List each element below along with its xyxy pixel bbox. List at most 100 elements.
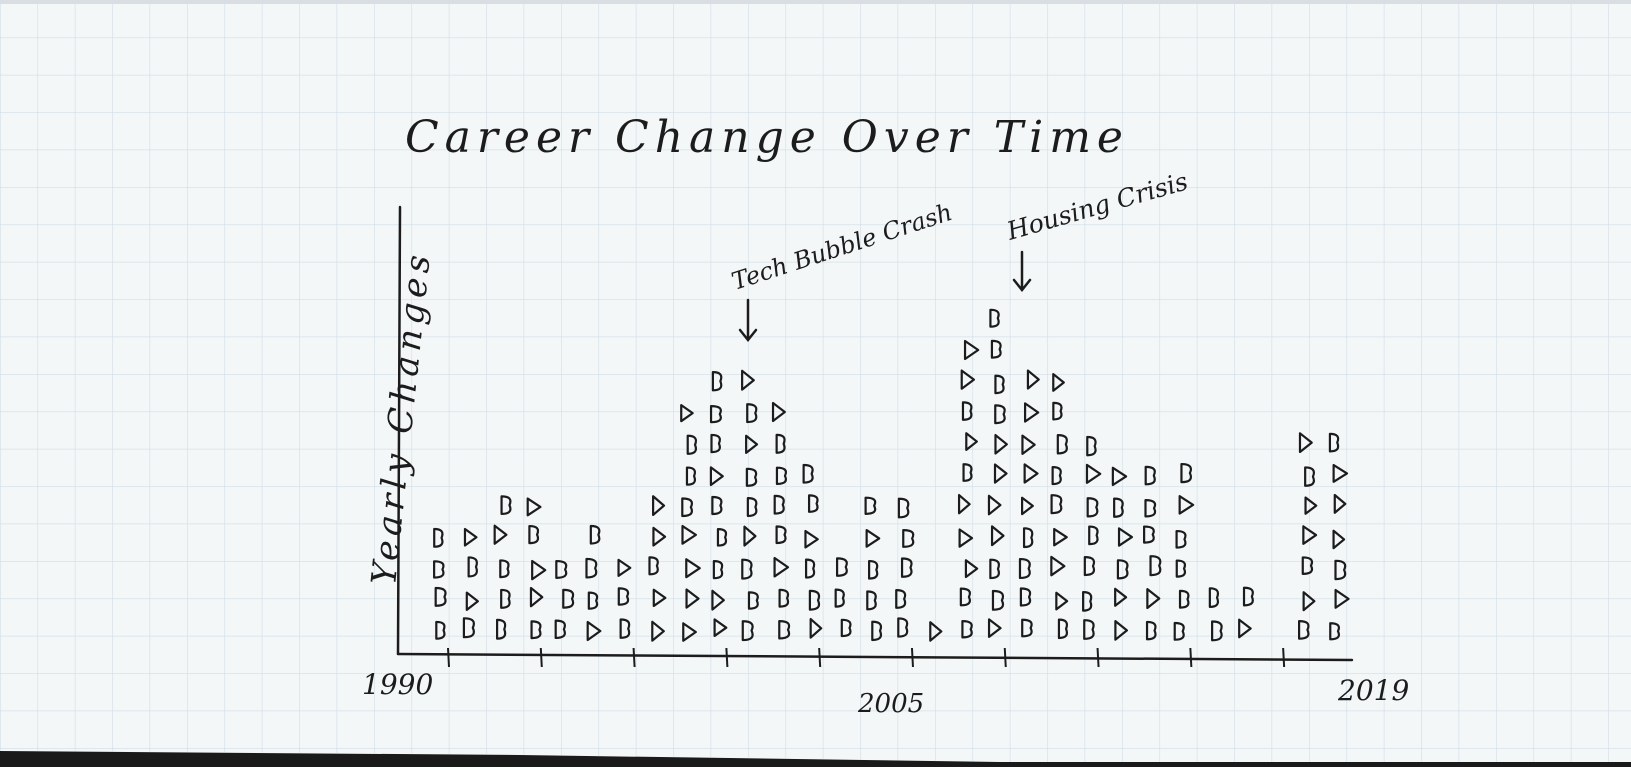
unit-mark-2001	[775, 466, 788, 486]
scanner-edge	[0, 0, 1631, 4]
annotation-arrow-icon	[1012, 250, 1032, 293]
unit-mark-2009	[1019, 587, 1032, 607]
unit-mark-1994	[555, 559, 568, 579]
unit-mark-2004	[865, 528, 881, 548]
unit-mark-2012	[1114, 587, 1128, 607]
unit-mark-2018	[1304, 496, 1318, 515]
unit-mark-1999	[709, 466, 724, 487]
unit-mark-2008	[991, 589, 1005, 611]
unit-mark-2010	[1057, 618, 1069, 640]
x-tick-2005	[910, 647, 914, 668]
unit-mark-2008	[987, 618, 1002, 639]
unit-mark-1990	[435, 620, 446, 640]
unit-mark-2008	[994, 433, 1008, 455]
unit-mark-2015	[1208, 587, 1220, 609]
unit-mark-1997	[652, 495, 666, 517]
unit-mark-2010	[1052, 401, 1063, 421]
unit-mark-2008	[993, 463, 1008, 484]
unit-mark-2011	[1086, 435, 1097, 457]
unit-mark-2005	[897, 617, 909, 638]
unit-mark-2019	[1334, 588, 1350, 609]
unit-mark-2006	[929, 621, 943, 642]
unit-mark-2010	[1050, 555, 1066, 577]
unit-mark-1990	[433, 560, 445, 579]
unit-mark-2007	[961, 619, 973, 639]
unit-mark-1998	[686, 434, 698, 455]
x-axis-ticks	[447, 647, 1286, 668]
unit-mark-1995	[587, 591, 599, 610]
unit-mark-1996	[617, 587, 630, 606]
unit-mark-2005	[900, 557, 913, 578]
unit-mark-2016	[1242, 586, 1254, 607]
y-axis	[396, 205, 402, 656]
unit-mark-2009	[1026, 369, 1040, 390]
unit-mark-2007	[961, 401, 973, 421]
unit-mark-2002	[808, 589, 821, 611]
chart-title: Career Change Over Time	[405, 112, 1129, 163]
unit-mark-1993	[530, 620, 542, 640]
unit-mark-2008	[994, 404, 1006, 425]
unit-mark-2013	[1146, 588, 1161, 610]
unit-mark-2008	[989, 308, 1000, 328]
unit-mark-2018	[1298, 620, 1310, 640]
unit-mark-1991	[467, 556, 478, 578]
unit-mark-2011	[1083, 556, 1096, 577]
unit-mark-1990	[433, 527, 444, 548]
unit-mark-1999	[709, 404, 722, 424]
unit-mark-2000	[743, 525, 757, 547]
unit-mark-2019	[1332, 529, 1346, 550]
unit-mark-2002	[804, 558, 816, 579]
unit-mark-2013	[1144, 465, 1156, 486]
unit-mark-2012	[1113, 497, 1124, 518]
unit-mark-2007	[964, 559, 979, 579]
unit-mark-2018	[1304, 466, 1315, 487]
unit-mark-2018	[1302, 525, 1318, 545]
unit-mark-2007	[958, 528, 974, 548]
unit-mark-1998	[681, 497, 694, 518]
unit-mark-2001	[771, 401, 786, 423]
x-tick-label-2019: 2019	[1337, 674, 1409, 707]
unit-mark-2011	[1086, 497, 1099, 518]
unit-mark-2014	[1180, 462, 1193, 484]
unit-mark-2008	[987, 494, 1002, 516]
unit-mark-2011	[1088, 525, 1099, 546]
unit-mark-2000	[741, 558, 753, 580]
unit-mark-1991	[462, 617, 475, 639]
unit-mark-1998	[682, 622, 697, 642]
unit-mark-1993	[529, 586, 544, 608]
unit-mark-1998	[681, 524, 698, 545]
unit-mark-2018	[1298, 432, 1313, 454]
unit-mark-1997	[652, 588, 667, 608]
unit-mark-1992	[499, 559, 510, 579]
unit-mark-1996	[617, 558, 632, 578]
x-tick-2011	[1096, 647, 1100, 668]
unit-mark-2007	[962, 463, 973, 482]
unit-mark-2019	[1332, 463, 1349, 483]
unit-mark-2014	[1173, 621, 1185, 641]
unit-mark-1991	[465, 591, 479, 612]
unit-mark-1993	[526, 497, 542, 517]
unit-mark-2002	[807, 494, 819, 513]
unit-mark-1998	[685, 588, 700, 609]
x-tick-2008	[1003, 647, 1007, 668]
x-tick-2014	[1189, 647, 1193, 668]
unit-mark-1999	[711, 495, 723, 516]
unit-mark-2019	[1328, 432, 1340, 453]
x-tick-2017	[1282, 647, 1286, 668]
unit-mark-1998	[685, 558, 701, 579]
x-axis	[396, 652, 1354, 662]
unit-mark-2007	[959, 587, 971, 607]
unit-mark-2010	[1050, 494, 1063, 515]
unit-mark-2001	[778, 619, 791, 640]
x-tick-1993	[539, 647, 543, 668]
unit-mark-2001	[773, 494, 785, 515]
unit-mark-2013	[1144, 499, 1157, 518]
unit-mark-1991	[463, 527, 478, 547]
unit-mark-2010	[1056, 434, 1068, 455]
unit-mark-2008	[994, 374, 1005, 395]
unit-mark-1993	[528, 524, 540, 545]
unit-mark-1995	[589, 524, 601, 545]
unit-mark-2009	[1023, 463, 1039, 484]
